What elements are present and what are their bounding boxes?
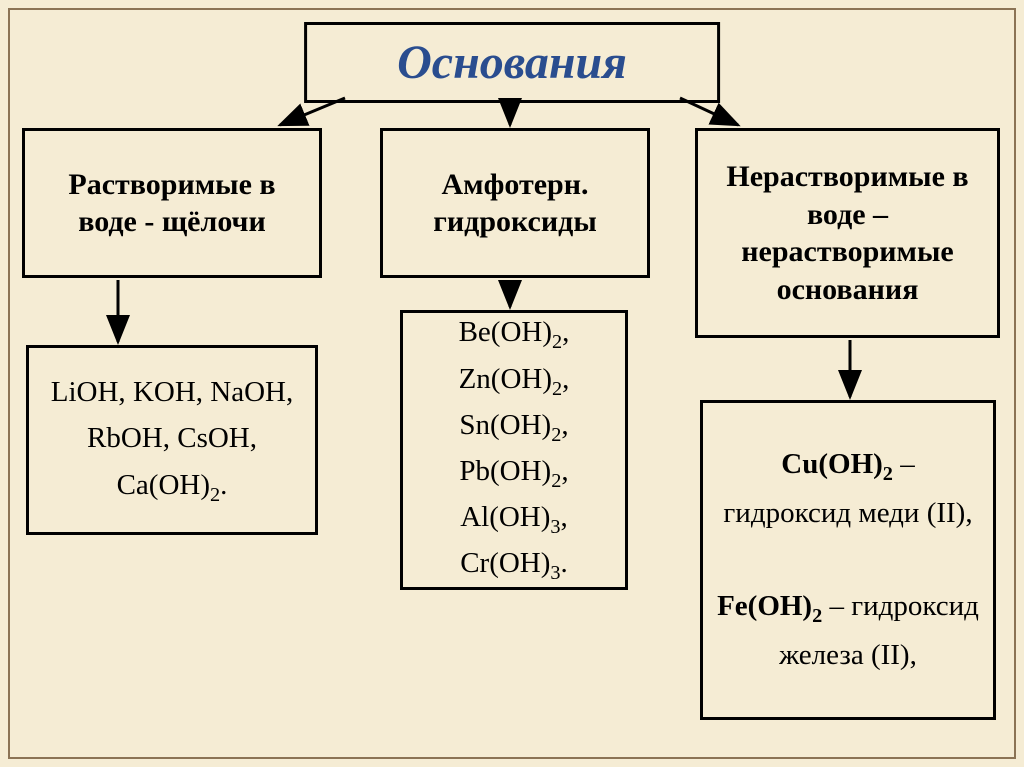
examples-soluble-box: LiOH, KOH, NaOH, RbOH, CsOH, Ca(OH)2.: [26, 345, 318, 535]
category-insoluble-box: Нерастворимые в воде – нерастворимые осн…: [695, 128, 1000, 338]
category-amphoteric-box: Амфотерн. гидроксиды: [380, 128, 650, 278]
title-box: Основания: [304, 22, 720, 103]
title-text: Основания: [397, 35, 627, 90]
examples-amphoteric-box: Be(OH)2,Zn(OH)2,Sn(OH)2,Pb(OH)2,Al(OH)3,…: [400, 310, 628, 590]
examples-insoluble-text: Cu(OH)2 – гидроксид меди (II),Fe(OH)2 – …: [715, 441, 981, 679]
examples-soluble-text: LiOH, KOH, NaOH, RbOH, CsOH, Ca(OH)2.: [41, 369, 303, 511]
examples-amphoteric-text: Be(OH)2,Zn(OH)2,Sn(OH)2,Pb(OH)2,Al(OH)3,…: [459, 311, 570, 588]
category-insoluble-label: Нерастворимые в воде – нерастворимые осн…: [710, 158, 985, 308]
category-amphoteric-label: Амфотерн. гидроксиды: [395, 166, 635, 241]
examples-insoluble-box: Cu(OH)2 – гидроксид меди (II),Fe(OH)2 – …: [700, 400, 996, 720]
category-soluble-box: Растворимые в воде - щёлочи: [22, 128, 322, 278]
category-soluble-label: Растворимые в воде - щёлочи: [37, 166, 307, 241]
